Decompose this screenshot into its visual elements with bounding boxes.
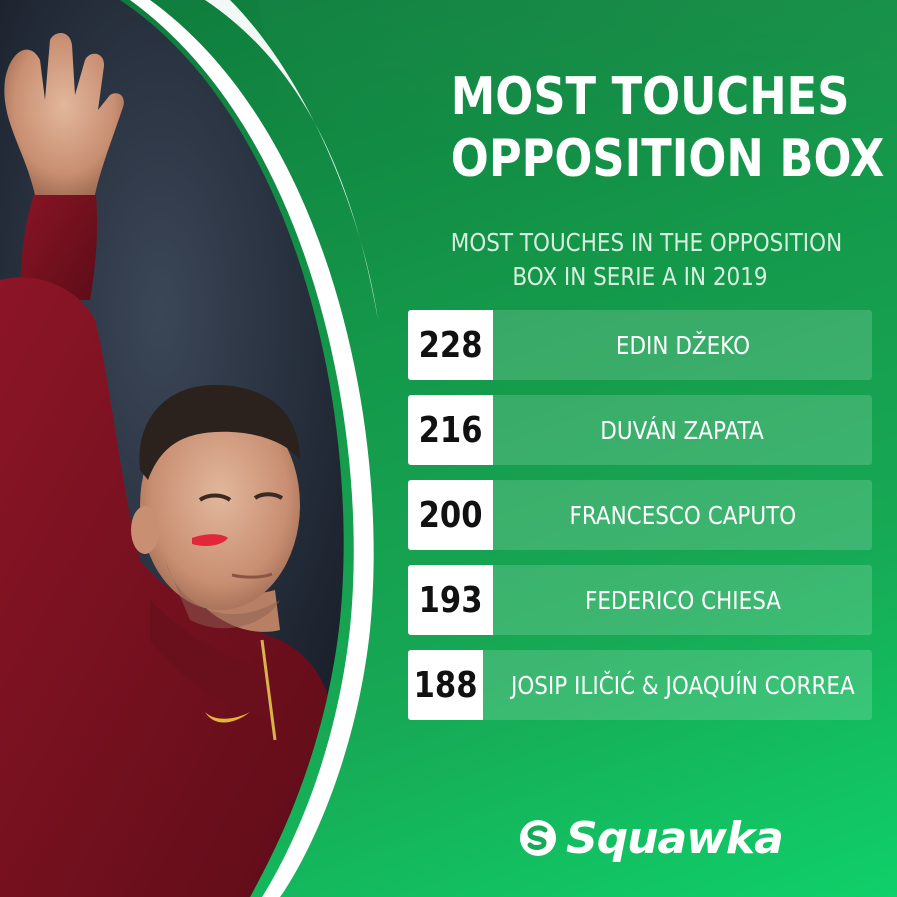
touches-value: 188 (408, 650, 484, 720)
subtitle-line: BOX IN SERIE A IN 2019 (512, 262, 768, 291)
touches-value: 193 (408, 565, 493, 635)
brand-logo: Squawka (518, 810, 784, 866)
touches-value: 216 (408, 395, 493, 465)
player-name: FEDERICO CHIESA (493, 565, 872, 635)
touches-value: 228 (408, 310, 493, 380)
touches-value: 200 (408, 480, 493, 550)
ranking-list: 228 EDIN DŽEKO 216 DUVÁN ZAPATA 200 FRAN… (408, 310, 872, 735)
player-name: EDIN DŽEKO (493, 310, 872, 380)
player-name: FRANCESCO CAPUTO (493, 480, 872, 550)
ranking-row: 193 FEDERICO CHIESA (408, 565, 872, 635)
player-name: JOSIP ILIČIĆ & JOAQUÍN CORREA (483, 650, 872, 720)
title-line: MOST TOUCHES (450, 67, 850, 127)
player-name: DUVÁN ZAPATA (493, 395, 872, 465)
ranking-row: 228 EDIN DŽEKO (408, 310, 872, 380)
brand-name: Squawka (566, 812, 784, 864)
subtitle: MOST TOUCHES IN THE OPPOSITION BOX IN SE… (450, 226, 843, 294)
page-title: MOST TOUCHES OPPOSITION BOX (450, 66, 885, 190)
ranking-row: 216 DUVÁN ZAPATA (408, 395, 872, 465)
ranking-row: 200 FRANCESCO CAPUTO (408, 480, 872, 550)
subtitle-line: MOST TOUCHES IN THE OPPOSITION (450, 228, 843, 257)
squawka-logo-icon (520, 820, 556, 856)
ranking-row: 188 JOSIP ILIČIĆ & JOAQUÍN CORREA (408, 650, 872, 720)
title-line: OPPOSITION BOX (450, 129, 885, 189)
